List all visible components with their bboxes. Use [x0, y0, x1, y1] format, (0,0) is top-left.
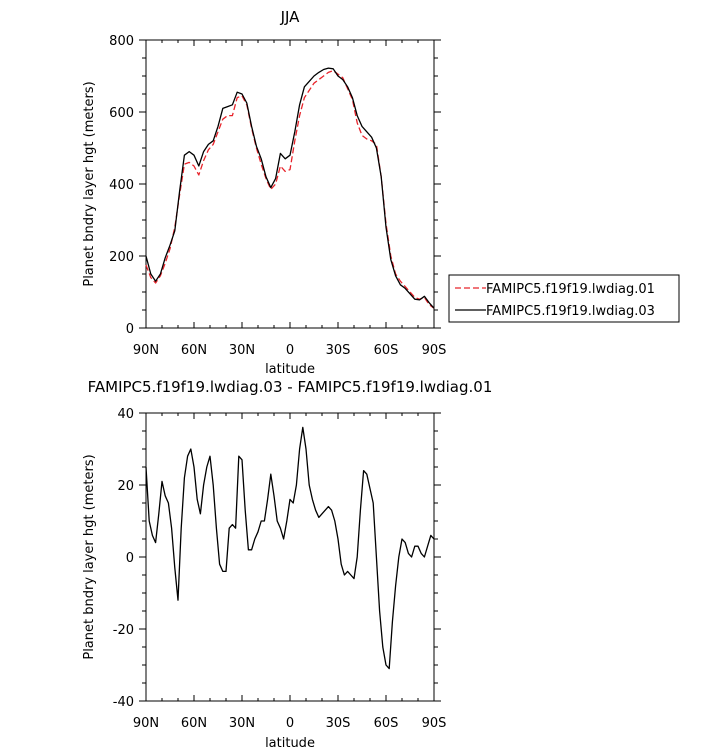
top-x-axis-label: latitude: [265, 362, 315, 377]
top-series-group: [145, 67, 435, 309]
bottom-plot-frame: [145, 412, 435, 702]
bottom-x-axis: 90N 60N 30N 0 30S 60S 90S: [133, 413, 447, 731]
top-x-tick-label-2: 30N: [229, 343, 255, 358]
top-x-tick-label-5: 60S: [374, 343, 399, 358]
top-y-tick-label-0: 0: [126, 322, 134, 337]
legend: FAMIPC5.f19f19.lwdiag.01 FAMIPC5.f19f19.…: [448, 274, 680, 323]
bottom-y-tick-label-3: 20: [117, 479, 134, 494]
bottom-series-line-0: [145, 426, 435, 670]
top-series-line-0: [145, 69, 435, 309]
legend-entry-lwdiag-01: FAMIPC5.f19f19.lwdiag.01: [486, 282, 655, 297]
top-x-axis: 90N 60N 30N 0 30S 60S 90S: [133, 40, 447, 358]
bottom-chart: FAMIPC5.f19f19.lwdiag.03 - FAMIPC5.f19f1…: [82, 378, 492, 751]
bottom-x-tick-label-5: 60S: [374, 716, 399, 731]
bottom-y-axis: -40 -20 0 20 40: [113, 407, 441, 710]
top-x-tick-label-3: 0: [286, 343, 294, 358]
bottom-x-tick-label-6: 90S: [422, 716, 447, 731]
top-chart-title: JJA: [280, 8, 301, 26]
bottom-chart-title: FAMIPC5.f19f19.lwdiag.03 - FAMIPC5.f19f1…: [88, 378, 493, 396]
top-plot-frame: [145, 39, 435, 329]
bottom-x-tick-label-3: 0: [286, 716, 294, 731]
bottom-y-tick-label-2: 0: [126, 551, 134, 566]
top-x-tick-label-0: 90N: [133, 343, 159, 358]
bottom-x-tick-label-2: 30N: [229, 716, 255, 731]
top-series-line-1: [145, 67, 435, 309]
top-chart: JJA 90N 60N 30N 0 30S 60S 90S 0 200 400 600 800 la…: [82, 8, 680, 377]
top-x-tick-label-6: 90S: [422, 343, 447, 358]
top-y-tick-label-3: 600: [109, 106, 134, 121]
bottom-x-tick-label-1: 60N: [181, 716, 207, 731]
top-y-tick-label-1: 200: [109, 250, 134, 265]
bottom-y-tick-label-1: -20: [113, 623, 134, 638]
bottom-y-tick-label-0: -40: [113, 695, 134, 710]
bottom-series-group: [145, 426, 435, 670]
bottom-x-tick-label-0: 90N: [133, 716, 159, 731]
bottom-y-tick-label-4: 40: [117, 407, 134, 422]
top-x-tick-label-1: 60N: [181, 343, 207, 358]
bottom-x-tick-label-4: 30S: [326, 716, 351, 731]
bottom-x-axis-label: latitude: [265, 736, 315, 751]
top-y-axis-label: Planet bndry layer hgt (meters): [82, 81, 97, 286]
top-y-tick-label-2: 400: [109, 178, 134, 193]
bottom-y-axis-label: Planet bndry layer hgt (meters): [82, 454, 97, 659]
top-y-axis: 0 200 400 600 800: [109, 34, 441, 337]
top-x-tick-label-4: 30S: [326, 343, 351, 358]
legend-entry-lwdiag-03: FAMIPC5.f19f19.lwdiag.03: [486, 304, 655, 319]
legend-box: [448, 274, 680, 323]
top-y-tick-label-4: 800: [109, 34, 134, 49]
